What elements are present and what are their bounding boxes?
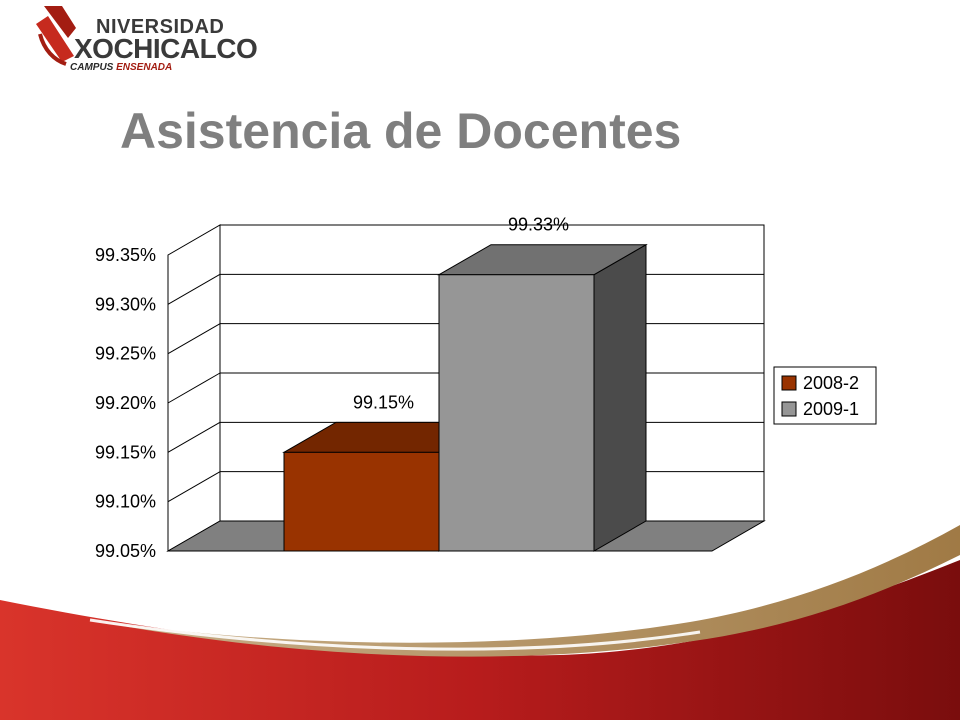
gridline-side	[167, 273, 221, 305]
data-label: 99.15%	[353, 392, 414, 412]
gridline-side	[167, 323, 221, 355]
slide-title: Asistencia de Docentes	[120, 103, 682, 159]
logo-text-line1: NIVERSIDAD	[96, 16, 225, 38]
legend-swatch	[781, 375, 797, 391]
y-tick-label: 99.05%	[95, 541, 156, 561]
legend-label: 2009-1	[803, 399, 859, 419]
logo-ensenada-word: ENSENADA	[116, 62, 173, 73]
logo-mark-icon	[36, 6, 76, 66]
bar-side	[593, 243, 647, 552]
logo-campus-word: CAMPUS	[70, 62, 114, 73]
y-tick-label: 99.30%	[95, 294, 156, 314]
gridline-side	[167, 372, 221, 404]
logo-text-line2: XOCHICALCO	[74, 33, 258, 64]
y-tick-label: 99.15%	[95, 442, 156, 462]
y-tick-label: 99.10%	[95, 492, 156, 512]
bar	[283, 451, 440, 552]
gridline-side	[167, 421, 221, 453]
bar	[438, 274, 595, 552]
y-tick-label: 99.25%	[95, 344, 156, 364]
legend-swatch	[781, 401, 797, 417]
university-logo: NIVERSIDAD XOCHICALCO CAMPUS ENSENADA	[0, 0, 258, 80]
legend-label: 2008-2	[803, 373, 859, 393]
y-tick-label: 99.35%	[95, 245, 156, 265]
data-label: 99.33%	[508, 215, 569, 235]
y-tick-label: 99.20%	[95, 393, 156, 413]
gridline-side	[167, 471, 221, 503]
logo-text-line3: CAMPUS ENSENADA	[70, 62, 172, 73]
